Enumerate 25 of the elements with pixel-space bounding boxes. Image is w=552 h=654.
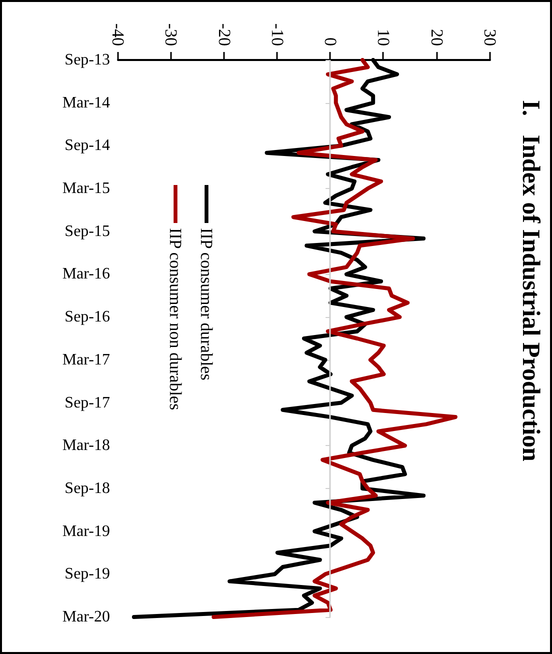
y-tick-label: Sep-14 [64, 137, 110, 154]
y-tick-label: Mar-17 [62, 351, 110, 368]
y-tick-label: Mar-20 [62, 608, 110, 626]
y-tick-label: Sep-16 [64, 308, 110, 326]
y-tick-label: Mar-14 [62, 94, 110, 112]
y-tick-label: Mar-18 [62, 437, 110, 454]
y-tick-label: Sep-17 [64, 394, 110, 412]
y-tick-label: Sep-15 [64, 222, 110, 240]
x-tick-label: 30 [480, 29, 500, 46]
x-tick-label: 20 [427, 29, 446, 46]
x-tick-label: -30 [162, 23, 181, 46]
legend-label: IIP consumer durables [197, 228, 216, 380]
y-tick-label: Mar-16 [62, 266, 110, 283]
y-tick-label: Mar-15 [62, 180, 110, 198]
legend-label: IIP consumer non durables [166, 228, 185, 410]
x-tick-label: -20 [214, 23, 234, 46]
y-tick-label: Mar-19 [62, 522, 110, 540]
text: I. Index of Industrial Production [517, 100, 544, 462]
x-tick-label: 0 [321, 38, 340, 46]
y-tick-label: Sep-18 [64, 480, 110, 497]
x-tick-label: -10 [268, 23, 287, 46]
y-tick-label: Sep-19 [64, 566, 110, 583]
x-tick-label: -40 [108, 23, 128, 46]
y-tick-label: Sep-13 [64, 52, 110, 68]
x-tick-label: 10 [374, 29, 394, 46]
